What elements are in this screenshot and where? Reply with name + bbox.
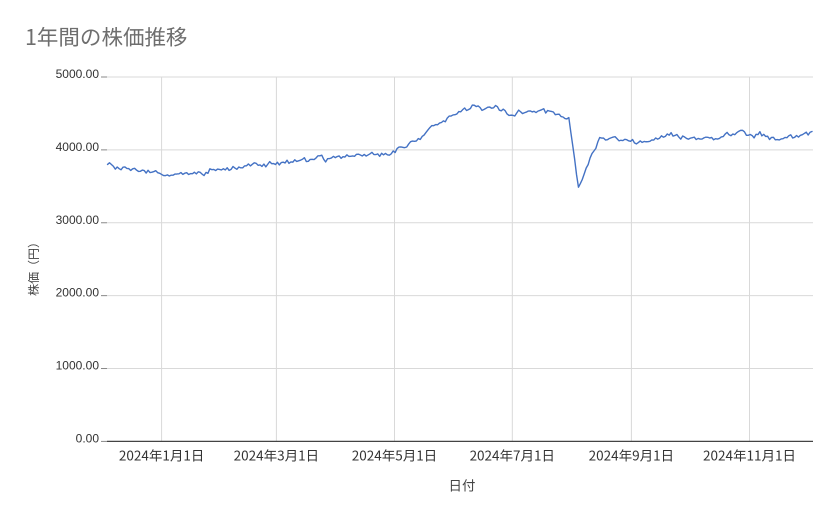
svg-text:2000.00: 2000.00: [56, 286, 100, 300]
svg-text:2024年11月1日: 2024年11月1日: [703, 445, 796, 465]
svg-text:0.00: 0.00: [76, 431, 100, 445]
svg-text:1000.00: 1000.00: [56, 359, 100, 373]
svg-text:5000.00: 5000.00: [56, 67, 100, 81]
svg-text:株価（円）: 株価（円）: [25, 236, 42, 296]
svg-text:2024年3月1日: 2024年3月1日: [234, 445, 319, 465]
svg-text:2024年5月1日: 2024年5月1日: [352, 445, 437, 465]
svg-text:2024年7月1日: 2024年7月1日: [470, 445, 555, 465]
svg-text:日付: 日付: [449, 474, 476, 494]
svg-text:3000.00: 3000.00: [56, 213, 100, 227]
svg-text:2024年9月1日: 2024年9月1日: [589, 445, 674, 465]
svg-text:2024年1月1日: 2024年1月1日: [119, 445, 204, 465]
svg-text:4000.00: 4000.00: [56, 140, 100, 154]
